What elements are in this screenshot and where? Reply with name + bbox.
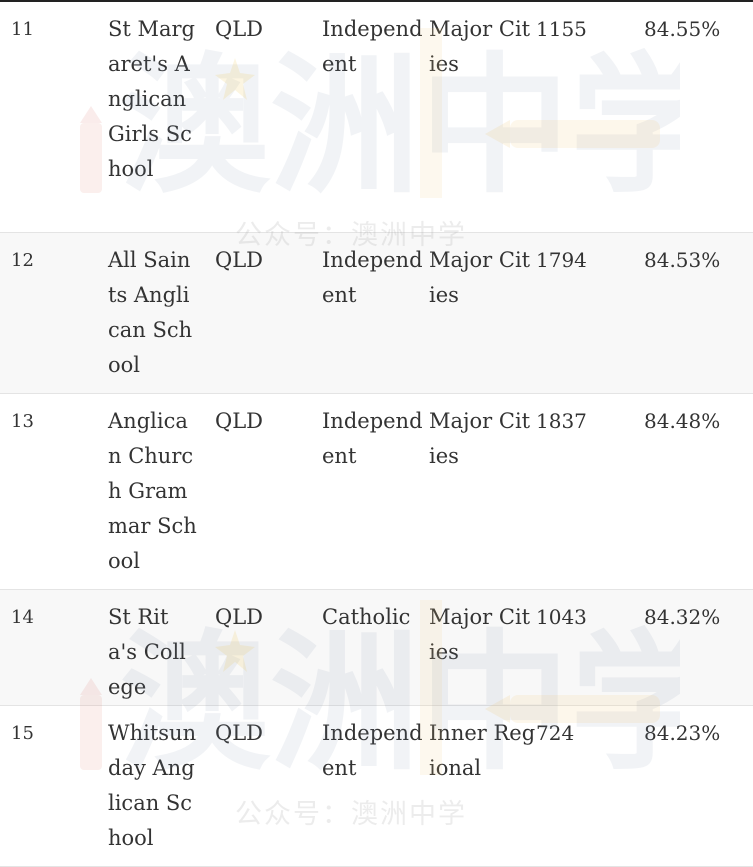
rank-cell: 13 [0, 393, 108, 590]
enrolment-cell: 724 [536, 705, 644, 867]
location-cell: Inner Regional [429, 705, 536, 867]
sector-cell: Independent [322, 705, 429, 867]
school-name-cell: All Saints Anglican School [108, 232, 215, 394]
rank-cell: 11 [0, 2, 108, 233]
table-row: 12 All Saints Anglican School QLD Indepe… [0, 232, 753, 394]
school-name-cell: St Rita's College [108, 589, 215, 706]
table-row: 14 St Rita's College QLD Catholic Major … [0, 589, 753, 706]
enrolment-cell: 1043 [536, 589, 644, 706]
table-row: 15 Whitsunday Anglican School QLD Indepe… [0, 705, 753, 867]
sector-cell: Independent [322, 232, 429, 394]
rank-cell: 14 [0, 589, 108, 706]
enrolment-cell: 1837 [536, 393, 644, 590]
sector-cell: Catholic [322, 589, 429, 706]
score-cell: 84.55% [644, 2, 753, 233]
rank-cell: 15 [0, 705, 108, 867]
location-cell: Major Cities [429, 589, 536, 706]
table-row: 13 Anglican Church Grammar School QLD In… [0, 393, 753, 590]
state-cell: QLD [215, 705, 322, 867]
sector-cell: Independent [322, 2, 429, 233]
school-name-cell: St Margaret's Anglican Girls School [108, 2, 215, 233]
table-top-border [0, 0, 753, 2]
enrolment-cell: 1155 [536, 2, 644, 233]
location-cell: Major Cities [429, 393, 536, 590]
score-cell: 84.53% [644, 232, 753, 394]
state-cell: QLD [215, 232, 322, 394]
table-row: 11 St Margaret's Anglican Girls School Q… [0, 2, 753, 233]
location-cell: Major Cities [429, 232, 536, 394]
score-cell: 84.48% [644, 393, 753, 590]
rank-cell: 12 [0, 232, 108, 394]
score-cell: 84.32% [644, 589, 753, 706]
state-cell: QLD [215, 589, 322, 706]
enrolment-cell: 1794 [536, 232, 644, 394]
sector-cell: Independent [322, 393, 429, 590]
state-cell: QLD [215, 393, 322, 590]
school-name-cell: Anglican Church Grammar School [108, 393, 215, 590]
score-cell: 84.23% [644, 705, 753, 867]
location-cell: Major Cities [429, 2, 536, 233]
school-name-cell: Whitsunday Anglican School [108, 705, 215, 867]
state-cell: QLD [215, 2, 322, 233]
